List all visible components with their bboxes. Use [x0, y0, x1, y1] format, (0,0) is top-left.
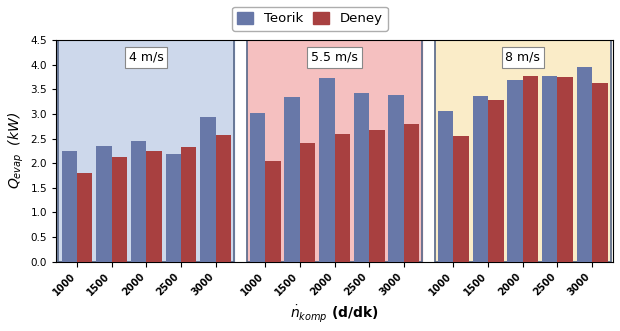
Bar [247, 40, 422, 261]
Bar [319, 78, 335, 261]
Bar [247, 40, 422, 261]
Bar [61, 151, 77, 261]
Bar [146, 151, 162, 261]
Text: 5.5 m/s: 5.5 m/s [311, 51, 358, 64]
Bar [265, 161, 281, 261]
Bar [592, 83, 608, 261]
Bar [435, 40, 611, 261]
Bar [557, 76, 573, 261]
Bar [389, 95, 404, 261]
Bar [507, 80, 523, 261]
Bar [96, 146, 112, 261]
Bar [472, 96, 488, 261]
Bar [285, 97, 300, 261]
Legend: Teorik, Deney: Teorik, Deney [232, 7, 388, 30]
Bar [216, 135, 231, 261]
Bar [77, 173, 92, 261]
Bar [250, 113, 265, 261]
Bar [404, 124, 419, 261]
Bar [542, 75, 557, 261]
Bar [58, 40, 234, 261]
Bar [335, 134, 350, 261]
Bar [488, 100, 503, 261]
Bar [453, 136, 469, 261]
Bar [200, 118, 216, 261]
Bar [112, 157, 127, 261]
Bar [435, 40, 611, 261]
Text: 8 m/s: 8 m/s [505, 51, 540, 64]
Bar [166, 154, 181, 261]
Bar [131, 141, 146, 261]
Bar [523, 76, 538, 261]
X-axis label: $\dot{n}_{komp}$ (d/dk): $\dot{n}_{komp}$ (d/dk) [290, 303, 379, 324]
Bar [300, 143, 316, 261]
Bar [354, 93, 370, 261]
Y-axis label: $Q_{evap}$  (kW): $Q_{evap}$ (kW) [7, 112, 26, 189]
Bar [577, 67, 592, 261]
Text: 4 m/s: 4 m/s [129, 51, 164, 64]
Bar [181, 147, 197, 261]
Bar [370, 130, 384, 261]
Bar [58, 40, 234, 261]
Bar [438, 112, 453, 261]
